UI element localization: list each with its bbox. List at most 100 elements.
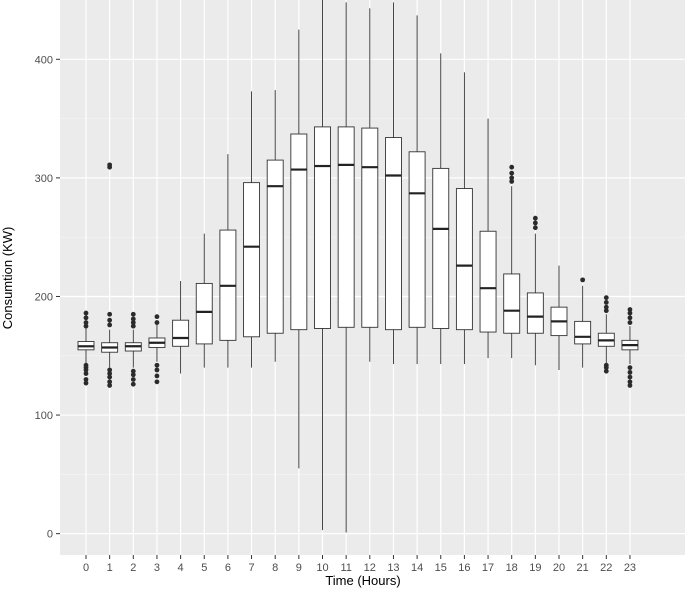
- outlier-point: [627, 307, 633, 312]
- outlier-point: [580, 277, 586, 283]
- box-hour-7: [243, 91, 261, 368]
- outlier-point: [603, 295, 609, 301]
- x-tick-label: 20: [553, 562, 565, 574]
- y-tick-label: 300: [35, 173, 53, 185]
- outlier-point: [627, 374, 633, 380]
- box-hour-20: [550, 265, 568, 370]
- outlier-point: [154, 379, 160, 385]
- outlier-point: [532, 215, 538, 221]
- y-tick-label: 100: [35, 410, 53, 422]
- box-hour-17: [479, 118, 497, 359]
- box-hour-21: [574, 277, 592, 368]
- x-tick-label: 7: [248, 562, 254, 574]
- outlier-point: [603, 304, 609, 310]
- box-iqr: [361, 127, 379, 328]
- x-axis: 0 1 2 3 4 5 6 7 8 9 10 11 12 13 14 15 16 17 18 19 20 21 22 23: [83, 555, 636, 574]
- x-tick-label: 14: [411, 562, 423, 574]
- outlier-point: [532, 220, 538, 226]
- x-tick-label: 17: [482, 562, 494, 574]
- box-iqr: [526, 292, 544, 334]
- outlier-point: [603, 308, 609, 314]
- x-tick-label: 21: [577, 562, 589, 574]
- x-tick-label: 6: [225, 562, 231, 574]
- outlier-point: [83, 315, 89, 321]
- x-tick-label: 15: [435, 562, 447, 574]
- box-hour-16: [455, 72, 473, 365]
- x-tick-label: 9: [296, 562, 302, 574]
- outlier-point: [107, 374, 113, 380]
- box-iqr: [432, 167, 450, 329]
- x-tick-label: 2: [130, 562, 136, 574]
- box-hour-19: [526, 215, 544, 366]
- outlier-point: [154, 314, 160, 320]
- box-iqr: [479, 230, 497, 333]
- outlier-point: [627, 383, 633, 388]
- box-iqr: [290, 133, 308, 331]
- outlier-point: [509, 170, 515, 176]
- x-tick-label: 23: [624, 562, 636, 574]
- y-tick-label: 200: [35, 291, 53, 303]
- outlier-point: [83, 310, 89, 316]
- outlier-point: [532, 225, 538, 231]
- x-tick-label: 16: [458, 562, 470, 574]
- outlier-point: [107, 371, 113, 376]
- outlier-point: [107, 311, 113, 317]
- box-hour-22: [597, 295, 615, 374]
- outlier-point: [154, 373, 160, 379]
- box-hour-23: [621, 307, 639, 388]
- box-iqr: [408, 151, 426, 328]
- outlier-point: [154, 362, 160, 368]
- box-iqr: [337, 126, 355, 328]
- outlier-point: [627, 310, 633, 316]
- outlier-point: [603, 300, 609, 305]
- box-hour-8: [266, 90, 284, 362]
- box-hour-0: [77, 310, 95, 386]
- outlier-point: [509, 164, 515, 170]
- box-hour-14: [408, 15, 426, 365]
- box-iqr: [172, 319, 190, 347]
- x-tick-label: 11: [340, 562, 351, 574]
- outlier-point: [130, 320, 136, 325]
- box-iqr: [243, 182, 261, 338]
- outlier-point: [130, 311, 136, 317]
- outlier-point: [509, 179, 515, 184]
- outlier-point: [107, 162, 113, 168]
- outlier-point: [627, 320, 633, 325]
- outlier-point: [130, 377, 136, 382]
- box-iqr: [574, 320, 592, 345]
- y-axis: 0 100 200 300 400: [35, 54, 60, 541]
- outlier-point: [107, 317, 113, 323]
- outlier-point: [603, 368, 609, 374]
- outlier-point: [83, 380, 89, 386]
- outlier-point: [83, 377, 89, 382]
- outlier-point: [130, 372, 136, 378]
- box-hour-5: [195, 233, 213, 368]
- outlier-point: [107, 367, 113, 373]
- x-tick-label: 0: [83, 562, 89, 574]
- box-hour-18: [503, 164, 521, 359]
- box-hour-3: [148, 314, 166, 385]
- box-hour-15: [432, 53, 450, 365]
- outlier-point: [107, 383, 113, 388]
- x-tick-label: 10: [316, 562, 328, 574]
- outlier-point: [130, 381, 136, 387]
- outlier-point: [83, 323, 89, 329]
- x-tick-label: 1: [107, 562, 113, 574]
- outlier-point: [130, 368, 136, 374]
- y-tick-label: 400: [35, 54, 53, 66]
- outlier-point: [130, 316, 136, 322]
- y-axis-title: Consumtion (KW): [0, 227, 15, 330]
- box-iqr: [503, 273, 521, 334]
- outlier-point: [603, 362, 609, 368]
- box-hour-6: [219, 154, 237, 368]
- x-tick-label: 3: [154, 562, 160, 574]
- box-hour-12: [361, 8, 379, 362]
- outlier-point: [130, 323, 136, 329]
- outlier-point: [154, 320, 160, 325]
- box-hour-9: [290, 29, 308, 469]
- box-hour-4: [172, 281, 190, 374]
- outlier-point: [627, 315, 633, 321]
- box-iqr: [195, 282, 213, 345]
- box-iqr: [455, 188, 473, 331]
